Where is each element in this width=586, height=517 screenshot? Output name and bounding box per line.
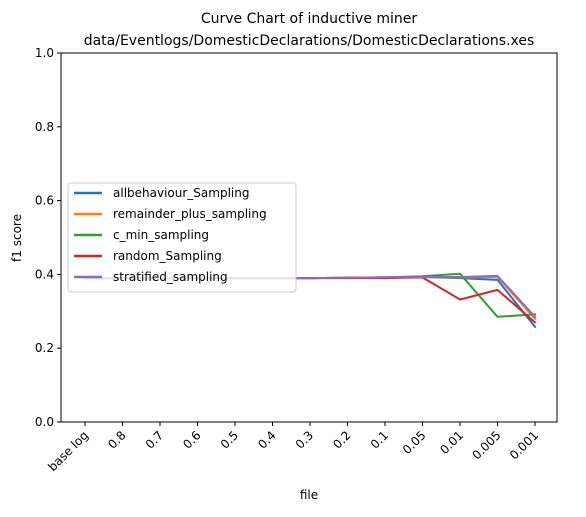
x-axis-label: file [300, 488, 318, 502]
x-tick-label: 0.6 [180, 428, 203, 451]
x-tick-label: 0.1 [368, 428, 391, 451]
y-tick-label: 0.2 [35, 341, 54, 355]
y-tick-label: 0.4 [35, 267, 54, 281]
chart-title-line-1: Curve Chart of inductive miner [201, 11, 418, 27]
plot-area: 0.0 0.2 0.4 0.6 0.8 1.0 base log 0.8 0.7 0.6 0.5 0.… [35, 46, 558, 474]
x-tick-label: 0.05 [400, 428, 429, 457]
x-tick-label: 0.005 [469, 428, 503, 462]
chart-title-line-2: data/Eventlogs/DomesticDeclarations/Dome… [84, 33, 535, 49]
y-tick-label: 1.0 [35, 46, 54, 60]
x-tick-label: base log [45, 428, 91, 474]
y-tick-label: 0.8 [35, 120, 54, 134]
x-tick-label: 0.8 [105, 428, 128, 451]
legend-label: stratified_sampling [113, 270, 228, 284]
x-tick-label: 0.2 [330, 428, 353, 451]
x-tick-label: 0.7 [143, 428, 166, 451]
x-tick-label: 0.5 [218, 428, 241, 451]
legend-label: allbehaviour_Sampling [113, 186, 249, 200]
legend-label: random_Sampling [113, 249, 222, 263]
plot-frame [60, 52, 558, 423]
x-tick-label: 0.001 [507, 428, 541, 462]
x-tick-label: 0.3 [293, 428, 316, 451]
legend-label: c_min_sampling [113, 228, 209, 242]
y-tick-label: 0.0 [35, 415, 54, 429]
legend-box [67, 182, 297, 293]
x-tick-label: 0.4 [255, 428, 278, 451]
legend-label: remainder_plus_sampling [113, 207, 267, 221]
x-tick-label: 0.01 [437, 428, 466, 457]
y-axis-label: f1 score [10, 214, 24, 262]
y-tick-label: 0.6 [35, 194, 54, 208]
